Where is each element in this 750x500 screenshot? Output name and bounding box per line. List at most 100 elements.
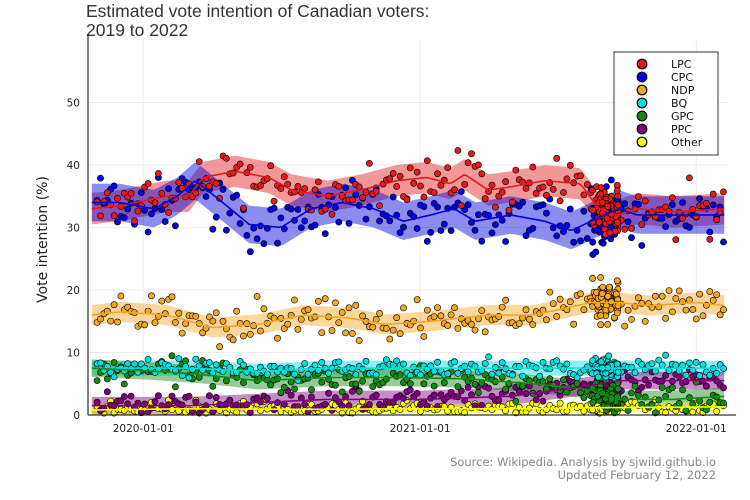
poll-point-ppc — [662, 372, 669, 379]
poll-point-lpc — [236, 160, 244, 168]
poll-point-ndp — [478, 307, 486, 314]
poll-point-gpc — [222, 377, 230, 385]
poll-point-ppc — [120, 393, 128, 400]
poll-point-lpc — [464, 159, 472, 167]
poll-point-gpc — [635, 391, 642, 399]
poll-point-lpc — [583, 181, 591, 188]
poll-point-ndp — [716, 311, 724, 319]
poll-point-gpc — [93, 377, 101, 384]
poll-point-cpc — [202, 193, 210, 200]
poll-point-cpc — [144, 228, 152, 236]
poll-point-lpc — [131, 217, 138, 225]
poll-point-lpc — [212, 179, 220, 187]
poll-point-ndp — [549, 300, 557, 307]
poll-point-cpc — [498, 216, 506, 224]
poll-point-lpc — [597, 190, 604, 198]
poll-point-ppc — [454, 393, 462, 401]
poll-point-cpc — [287, 205, 295, 213]
poll-point-ndp — [612, 290, 620, 298]
poll-point-ndp — [178, 329, 186, 337]
poll-point-lpc — [406, 164, 414, 172]
poll-point-ppc — [437, 391, 445, 398]
poll-point-ndp — [471, 326, 479, 334]
poll-point-cpc — [222, 226, 230, 234]
trend-line-cpc — [91, 180, 725, 231]
poll-point-ppc — [365, 401, 373, 408]
poll-point-lpc — [301, 185, 309, 192]
poll-point-ndp — [570, 320, 578, 328]
poll-point-lpc — [509, 198, 516, 206]
poll-point-lpc — [512, 166, 520, 174]
poll-point-ndp — [481, 328, 489, 336]
poll-point-ndp — [158, 297, 166, 305]
poll-point-lpc — [127, 189, 135, 197]
poll-point-ppc — [212, 393, 220, 401]
poll-point-cpc — [297, 224, 305, 231]
poll-point-bq — [553, 357, 561, 365]
poll-point-gpc — [614, 385, 622, 393]
poll-point-ndp — [652, 292, 659, 300]
poll-point-other — [713, 407, 721, 415]
poll-point-lpc — [672, 236, 680, 244]
poll-point-ppc — [338, 402, 346, 410]
poll-point-gpc — [669, 384, 676, 392]
poll-point-ndp — [110, 301, 118, 309]
poll-point-gpc — [512, 397, 520, 405]
poll-point-lpc — [222, 154, 230, 162]
poll-point-ndp — [417, 324, 424, 332]
poll-point-ppc — [430, 391, 438, 399]
poll-point-bq — [185, 374, 193, 382]
poll-point-cpc — [589, 238, 597, 246]
poll-point-ppc — [202, 402, 210, 410]
poll-point-bq — [212, 361, 220, 369]
poll-point-cpc — [474, 211, 482, 219]
poll-point-lpc — [589, 206, 597, 214]
poll-point-lpc — [468, 150, 475, 158]
poll-point-cpc — [97, 174, 104, 182]
poll-point-ndp — [274, 334, 281, 342]
poll-point-cpc — [301, 217, 309, 225]
legend-label-cpc: CPC — [671, 71, 693, 84]
poll-point-ndp — [240, 332, 247, 340]
poll-point-cpc — [321, 230, 329, 238]
poll-point-gpc — [291, 385, 298, 393]
poll-point-ndp — [423, 306, 431, 314]
poll-point-ndp — [696, 290, 703, 298]
poll-point-lpc — [362, 188, 370, 196]
poll-point-ndp — [502, 296, 509, 304]
poll-point-ndp — [515, 320, 523, 327]
poll-point-ppc — [328, 406, 336, 414]
poll-point-gpc — [577, 389, 584, 397]
poll-point-gpc — [209, 382, 217, 390]
poll-point-bq — [359, 365, 366, 373]
poll-point-lpc — [498, 188, 506, 196]
poll-point-cpc — [599, 239, 607, 247]
legend-box — [613, 51, 719, 156]
poll-point-ndp — [372, 315, 380, 323]
poll-point-cpc — [553, 232, 561, 240]
poll-point-lpc — [595, 218, 603, 226]
poll-point-bq — [417, 371, 424, 379]
poll-point-bq — [696, 372, 703, 380]
poll-point-cpc — [389, 193, 397, 201]
poll-point-cpc — [311, 221, 319, 229]
poll-point-bq — [536, 372, 543, 380]
chart-title: Estimated vote intention of Canadian vot… — [86, 1, 430, 40]
poll-point-gpc — [440, 379, 448, 387]
poll-point-ndp — [318, 329, 326, 336]
poll-point-ndp — [148, 292, 155, 300]
poll-point-gpc — [110, 359, 118, 366]
poll-point-lpc — [720, 188, 727, 196]
poll-point-cpc — [679, 199, 686, 206]
poll-point-cpc — [658, 214, 666, 222]
poll-point-gpc — [675, 399, 683, 407]
y-tick-label: 40 — [67, 160, 80, 172]
poll-point-ppc — [348, 387, 356, 395]
poll-point-bq — [682, 371, 690, 379]
poll-point-cpc — [529, 224, 537, 232]
poll-point-cpc — [114, 218, 121, 226]
poll-point-ndp — [359, 312, 366, 320]
poll-point-gpc — [689, 400, 697, 408]
